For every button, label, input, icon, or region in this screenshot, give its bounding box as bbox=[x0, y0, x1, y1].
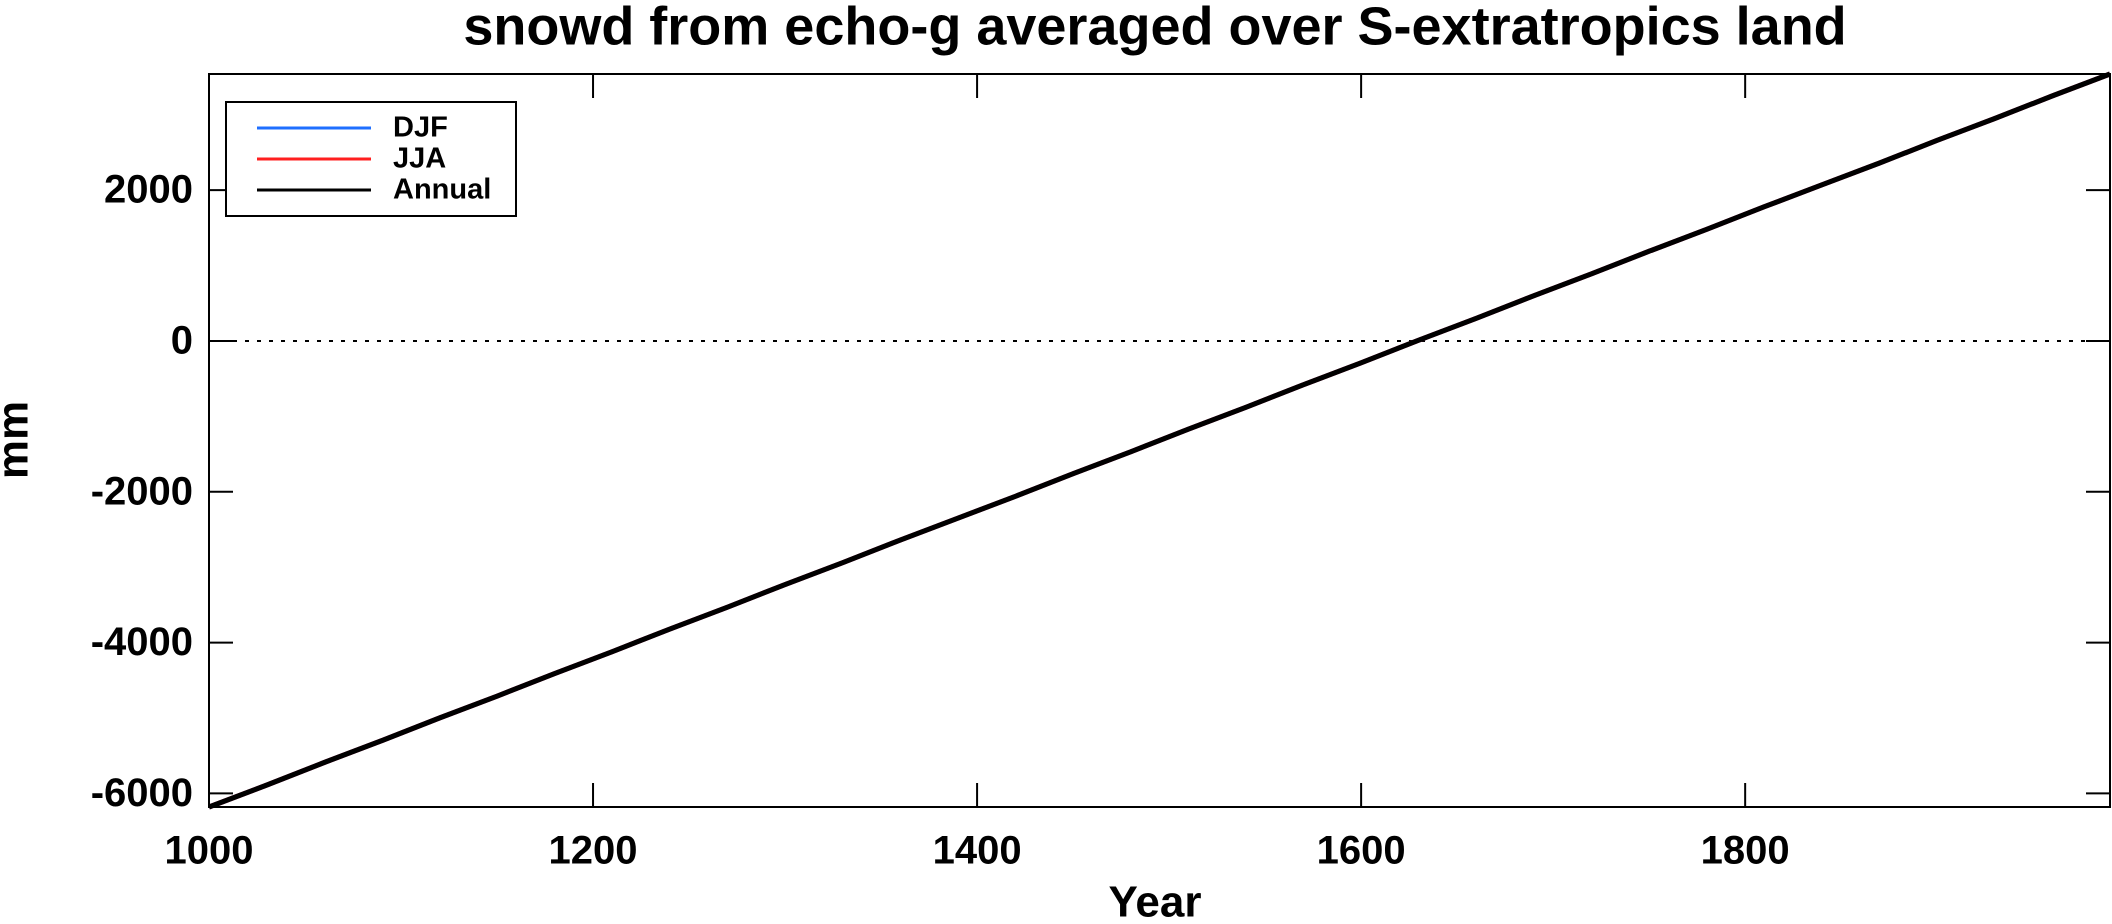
x-tick-label: 1000 bbox=[165, 829, 254, 873]
legend-label: JJA bbox=[393, 143, 446, 175]
plot-frame bbox=[208, 73, 2111, 808]
y-tick-label: -4000 bbox=[91, 620, 193, 664]
y-axis-label: mm bbox=[0, 401, 38, 479]
x-tick-label: 1200 bbox=[549, 829, 638, 873]
y-tick-label: -6000 bbox=[91, 771, 193, 815]
series-line bbox=[208, 71, 2111, 810]
x-tick-label: 1400 bbox=[933, 829, 1022, 873]
x-tick-label: 1800 bbox=[1701, 829, 1790, 873]
y-tick-label: 2000 bbox=[104, 168, 193, 212]
legend-label: DJF bbox=[393, 112, 448, 144]
legend-label: Annual bbox=[393, 174, 491, 206]
x-tick-label: 1600 bbox=[1317, 829, 1406, 873]
y-tick-label: -2000 bbox=[91, 469, 193, 513]
x-axis-label: Year bbox=[1109, 878, 1202, 924]
chart-title: snowd from echo-g averaged over S-extrat… bbox=[463, 0, 1846, 56]
y-tick-label: 0 bbox=[171, 319, 193, 363]
